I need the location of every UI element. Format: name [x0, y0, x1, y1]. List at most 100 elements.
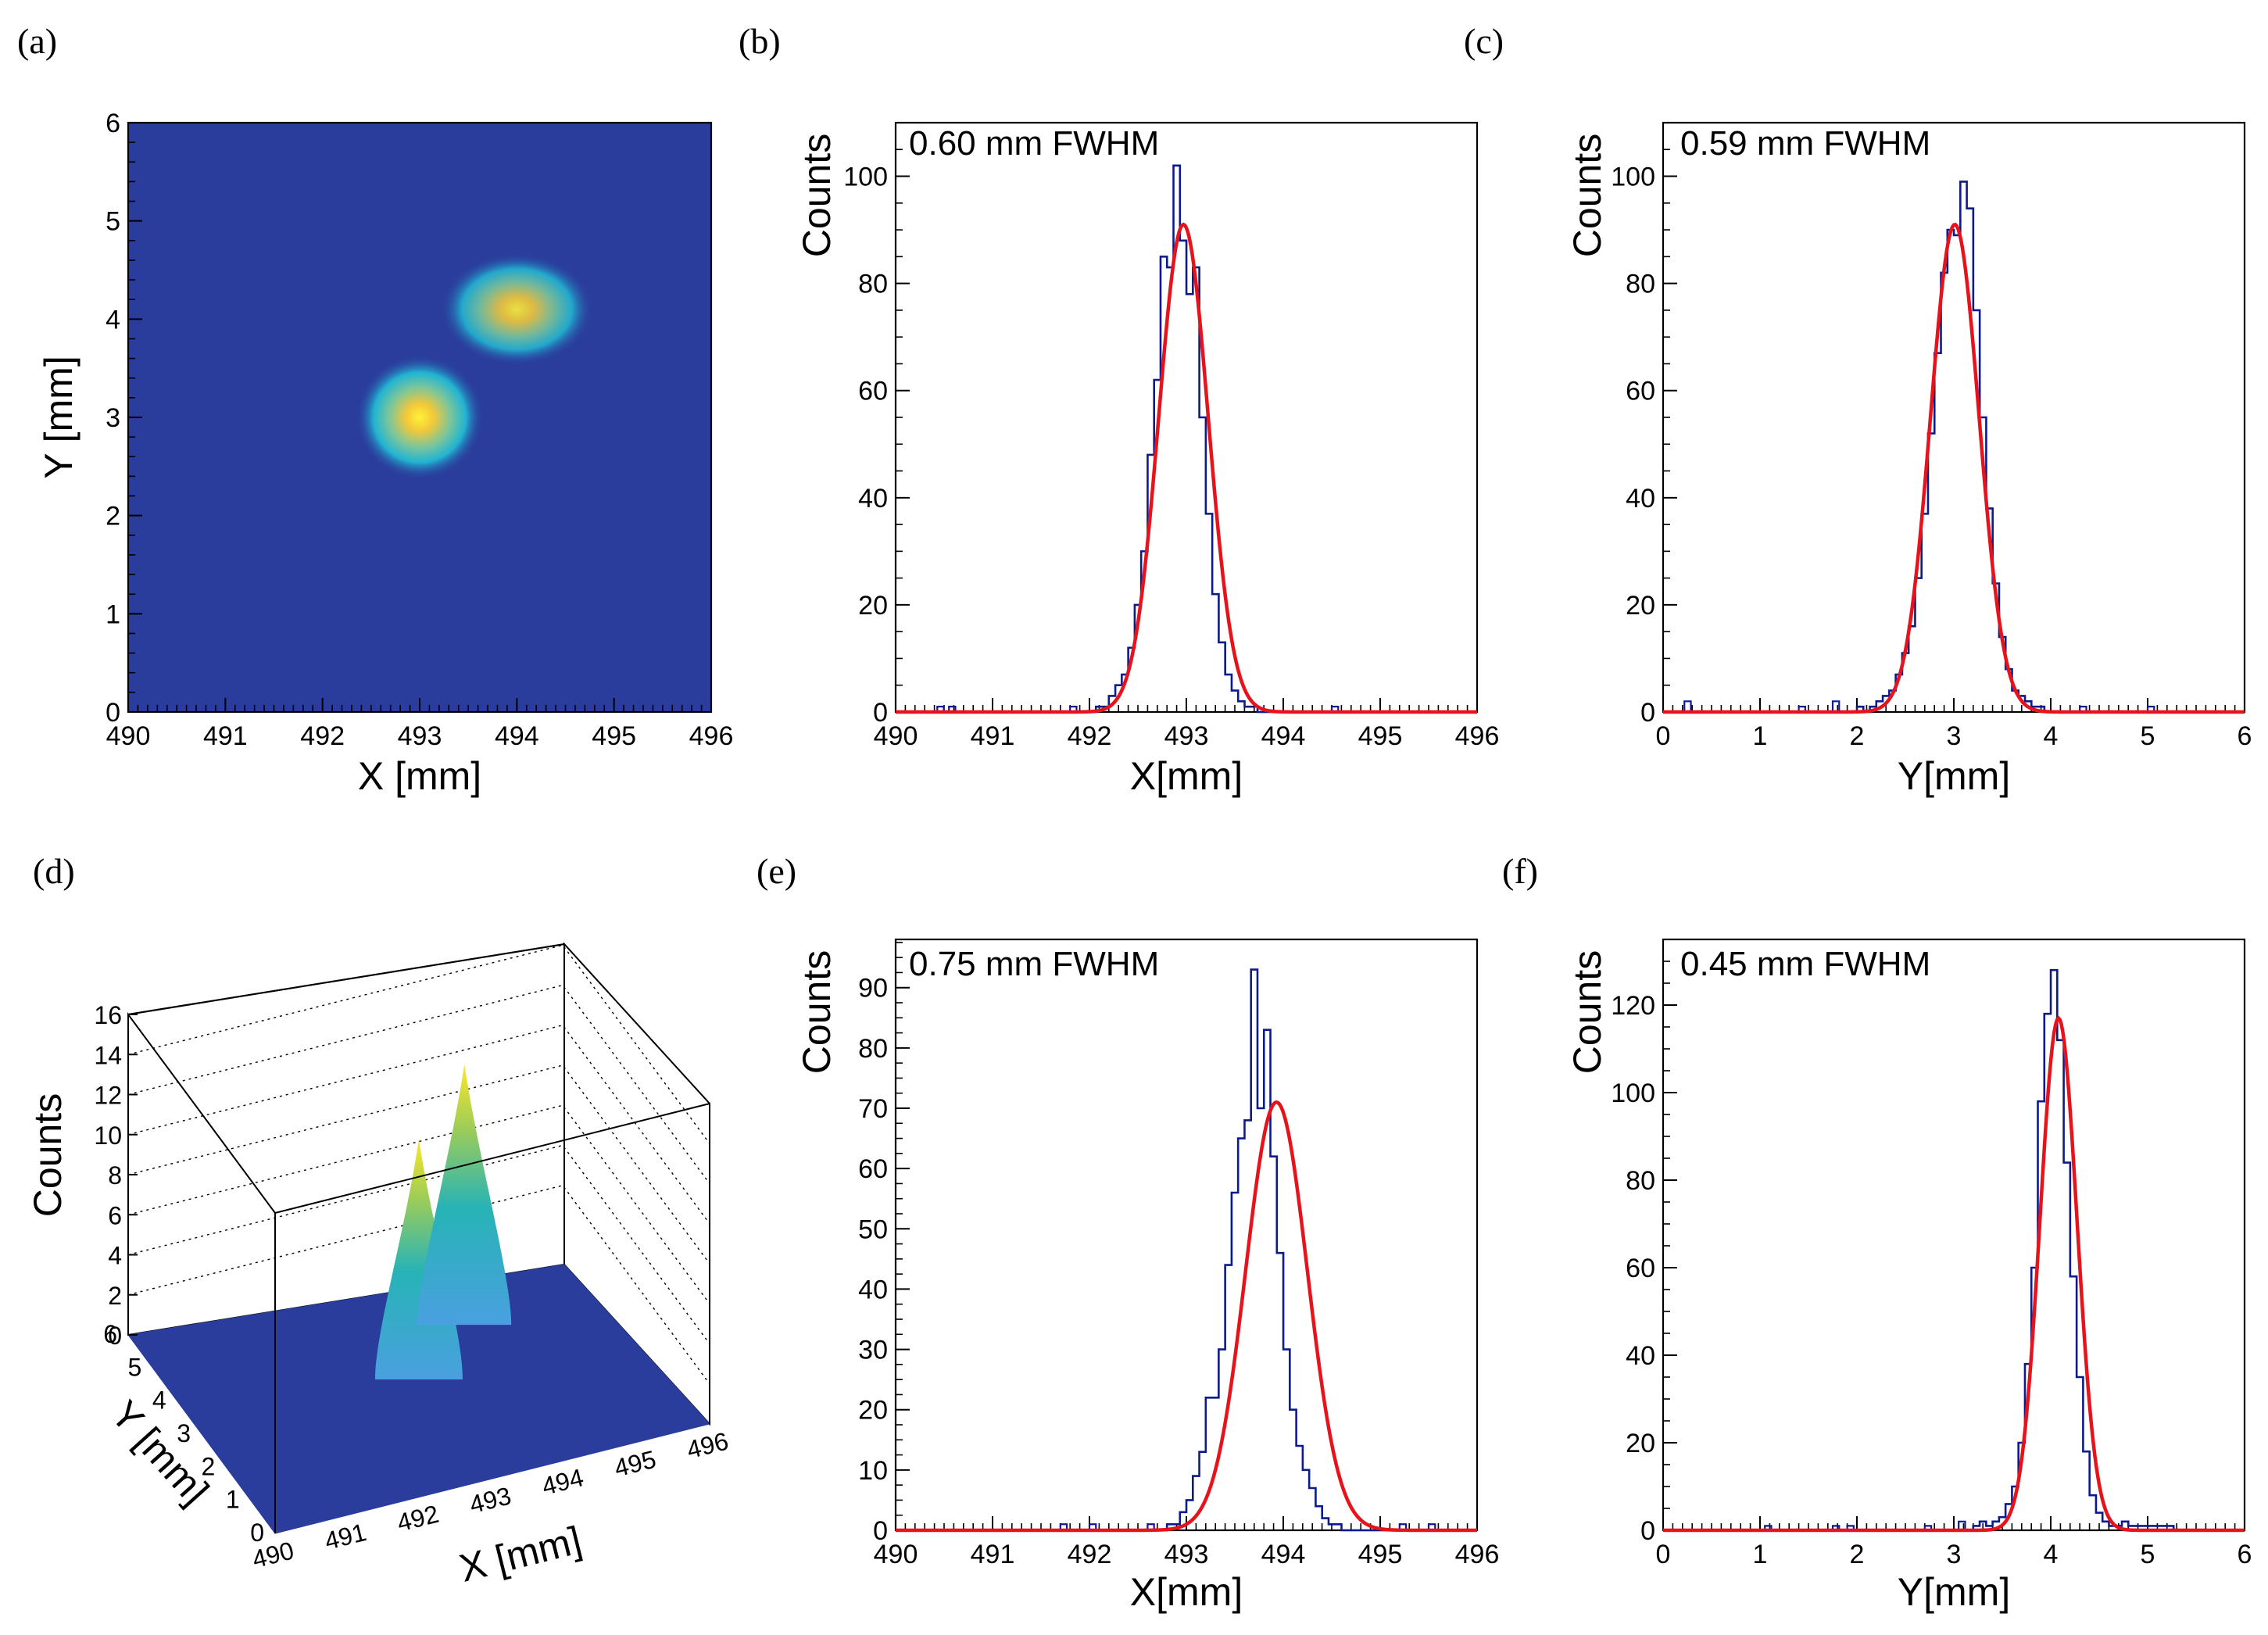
heatmap-spot: [440, 252, 594, 366]
x-axis-label-e: X[mm]: [1130, 1570, 1243, 1614]
x-tick-label: 494: [1261, 721, 1306, 751]
y-tick-label: 3: [177, 1419, 191, 1447]
y-tick-label: 40: [858, 1275, 888, 1304]
y-tick-label: 4: [152, 1386, 166, 1415]
gaussian-fit-line: [1663, 1015, 2245, 1533]
histogram-noise-bin: [2146, 706, 2155, 712]
y-tick-label: 20: [858, 1396, 888, 1426]
z-tick-label: 6: [108, 1201, 122, 1229]
y-tick-label: 80: [858, 270, 888, 299]
y-tick-label: 30: [858, 1336, 888, 1365]
histogram-noise-bin: [1831, 1525, 1841, 1530]
histogram-noise-bin: [1831, 700, 1841, 712]
surface-grid-line: [127, 1144, 710, 1344]
y-tick-label: 2: [202, 1452, 216, 1480]
y-axis-label-f: Counts: [1565, 950, 1609, 1074]
surface-x-label: X [mm]: [455, 1518, 585, 1590]
surface-top-back-edge: [127, 943, 565, 1015]
panel-letter-b: (b): [739, 21, 781, 61]
surface-floor: [127, 1264, 710, 1534]
z-tick-label: 0: [108, 1322, 122, 1350]
gaussian-fit-line: [896, 222, 1477, 714]
fwhm-label-c: 0.59 mm FWHM: [1680, 124, 1930, 163]
y-tick-label: 60: [858, 1154, 888, 1184]
x-tick-label: 2: [1850, 1540, 1865, 1569]
y-tick-label: 60: [858, 377, 888, 406]
fwhm-label-f: 0.45 mm FWHM: [1680, 945, 1930, 983]
x-tick-label: 3: [1947, 1540, 1962, 1569]
y-tick-label: 50: [858, 1215, 888, 1244]
plot-frame: [894, 938, 1479, 1532]
surface-grid-line: [127, 1104, 710, 1304]
histogram-panel-b: 0.60 mm FWHM X[mm] Counts 490 491 492 493 49…: [795, 121, 1499, 798]
x-tick-label: 496: [1455, 1540, 1500, 1569]
x-tick-label: 491: [322, 1518, 370, 1555]
y-tick-label: 10: [858, 1456, 888, 1486]
z-tick-label: 2: [108, 1282, 122, 1310]
x-tick-label: 492: [1068, 1540, 1112, 1569]
y-tick-label: 0: [873, 698, 888, 728]
z-tick-label: 16: [94, 1001, 122, 1029]
y-tick-label: 40: [1626, 484, 1655, 513]
x-tick-label: 5: [2141, 721, 2155, 751]
x-tick-label: 492: [300, 721, 345, 751]
histogram-noise-bin: [1923, 1525, 1933, 1530]
fwhm-label-e: 0.75 mm FWHM: [909, 945, 1159, 983]
x-tick-label: 490: [106, 721, 151, 751]
histogram-noise-bin: [1059, 1523, 1068, 1530]
y-tick-label: 5: [128, 1353, 142, 1381]
x-tick-label: 491: [971, 721, 1015, 751]
panel-letter-e: (e): [757, 851, 796, 891]
x-tick-label: 490: [874, 721, 918, 751]
histogram-series: [1663, 181, 2245, 714]
panel-letter-c: (c): [1464, 21, 1504, 61]
histogram-noise-bin: [948, 706, 957, 712]
x-tick-label: 1: [1753, 1540, 1768, 1569]
z-tick-label: 12: [94, 1082, 122, 1110]
histogram-series: [1663, 968, 2245, 1532]
histogram-series: [896, 968, 1477, 1532]
y-tick-label: 20: [1626, 1429, 1655, 1458]
x-tick-label: 494: [1261, 1540, 1306, 1569]
histogram-noise-bin: [1088, 1523, 1097, 1530]
surface-grid-line: [127, 1024, 710, 1225]
y-tick-label: 5: [106, 207, 120, 237]
y-axis-label-b: Counts: [795, 134, 839, 257]
x-tick-label: 0: [1656, 1540, 1671, 1569]
y-tick-label: 40: [858, 484, 888, 513]
x-tick-label: 495: [1358, 721, 1403, 751]
y-tick-label: 1: [226, 1486, 240, 1514]
histogram-series: [896, 164, 1477, 714]
x-tick-label: 0: [1656, 721, 1671, 751]
y-tick-label: 4: [106, 305, 120, 335]
z-tick-label: 8: [108, 1161, 122, 1190]
y-tick-label: 1: [106, 599, 120, 629]
histogram-noise-bin: [1846, 1525, 1855, 1530]
histogram-panel-c: 0.59 mm FWHM Y[mm] Counts 0 1 2 3 4 5 60204060…: [1565, 121, 2252, 798]
histogram-noise-bin: [2079, 706, 2087, 712]
y-tick-label: 6: [106, 109, 120, 138]
y-tick-label: 0: [1640, 1516, 1655, 1546]
y-tick-label: 0: [250, 1519, 264, 1547]
histogram-noise-bin: [1330, 706, 1340, 712]
histogram-noise-bin: [1398, 1523, 1408, 1530]
x-tick-label: 492: [394, 1500, 442, 1537]
panel-letter-a: (a): [17, 21, 57, 61]
x-tick-label: 494: [539, 1463, 587, 1501]
y-tick-label: 80: [858, 1034, 888, 1064]
x-tick-label: 492: [1068, 721, 1112, 751]
x-tick-label: 493: [1164, 721, 1209, 751]
x-axis-label-c: Y[mm]: [1898, 754, 2010, 798]
y-tick-label: 80: [1626, 1166, 1655, 1196]
x-tick-label: 493: [398, 721, 442, 751]
x-tick-label: 6: [2238, 1540, 2252, 1569]
gaussian-fit-line: [1663, 222, 2245, 714]
x-tick-label: 496: [689, 721, 734, 751]
histogram-noise-bin: [1069, 706, 1078, 712]
plot-frame: [1662, 938, 2246, 1532]
x-tick-label: 2: [1850, 721, 1865, 751]
surface-grid-line: [127, 1064, 710, 1265]
y-tick-label: 0: [873, 1516, 888, 1546]
x-axis-label-b: X[mm]: [1130, 754, 1243, 798]
